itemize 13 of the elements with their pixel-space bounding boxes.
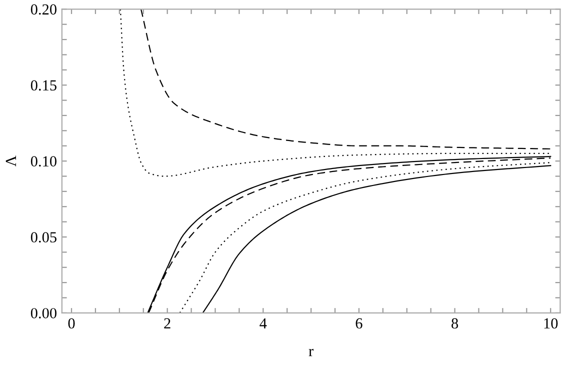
- y-axis-title: Λ: [6, 156, 16, 166]
- x-tick-label: 4: [260, 318, 267, 328]
- x-tick-label: 8: [452, 318, 458, 329]
- x-axis-title: r: [308, 348, 314, 356]
- y-tick-label: 0.00: [30, 308, 56, 318]
- y-tick-label: 0.05: [30, 232, 56, 243]
- x-tick-label: 0: [68, 318, 75, 329]
- y-tick-label: 0.20: [30, 4, 56, 15]
- x-tick-label: 6: [356, 318, 362, 329]
- x-tick-label: 10: [544, 318, 558, 329]
- x-tick-label: 2: [164, 318, 170, 328]
- y-tick-label: 0.15: [30, 80, 56, 91]
- y-tick-label: 0.10: [30, 156, 56, 167]
